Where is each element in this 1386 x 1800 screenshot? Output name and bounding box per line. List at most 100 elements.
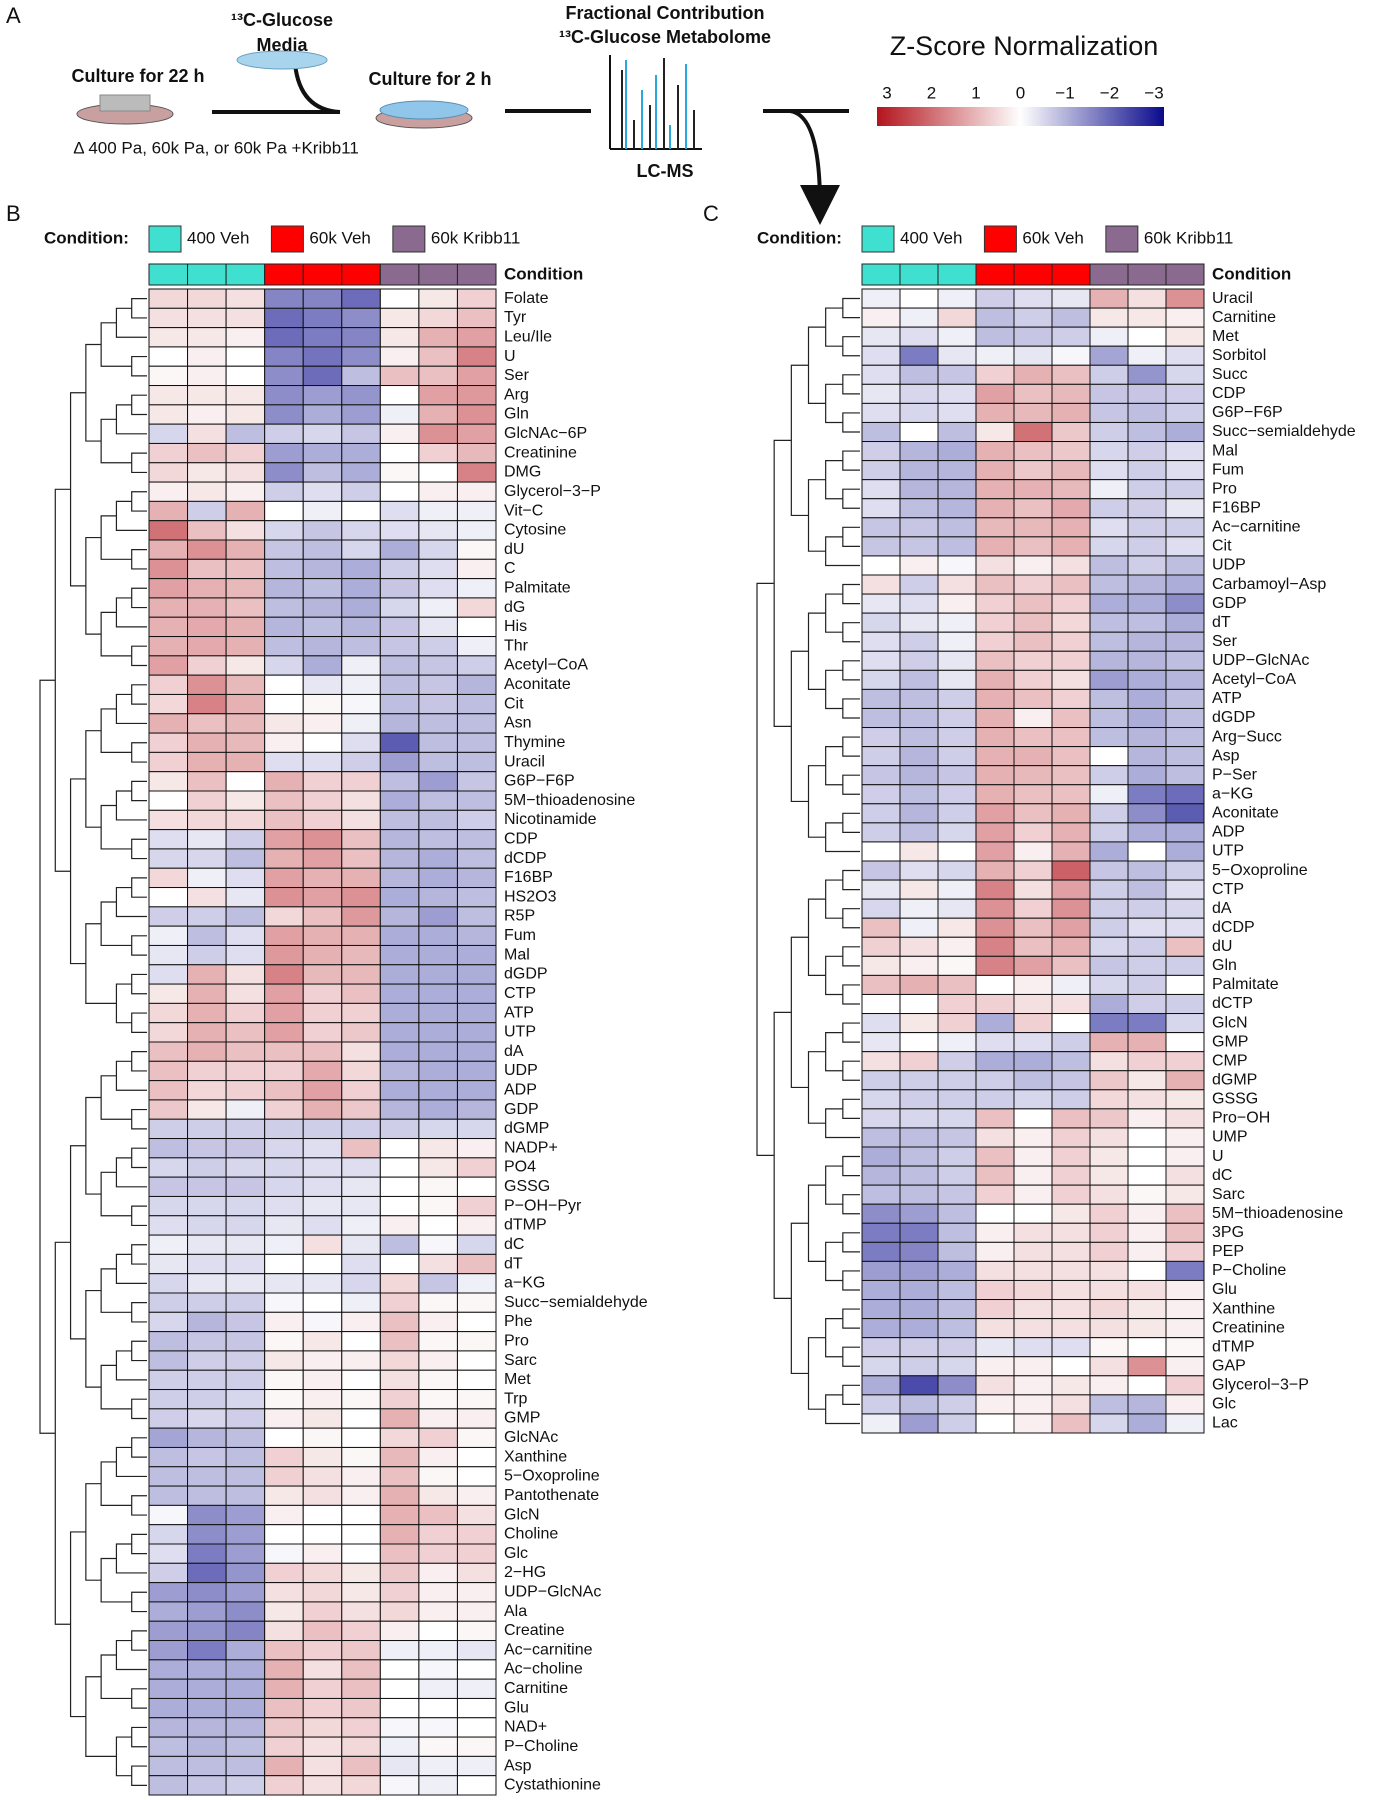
heatmap-cell: [148, 1640, 189, 1661]
row-label: Succ−semialdehyde: [504, 1294, 648, 1311]
heatmap-cell: [861, 326, 901, 347]
dendrogram-branch: [100, 515, 132, 560]
heatmap-cell: [341, 751, 381, 773]
heatmap-cell: [1089, 612, 1129, 633]
dendrogram-branch: [131, 491, 147, 512]
row-label: DMG: [504, 464, 541, 481]
heatmap-cell: [418, 1524, 458, 1545]
heatmap-cell: [1165, 1279, 1205, 1301]
row-label: Glu: [504, 1699, 529, 1716]
heatmap-cell: [899, 860, 939, 881]
step-label: Culture for 22 h: [71, 66, 204, 86]
heatmap-cell: [148, 1697, 189, 1719]
heatmap-cell: [1127, 784, 1167, 805]
heatmap-cell: [379, 636, 420, 657]
heatmap-cell: [341, 385, 381, 406]
heatmap-cell: [937, 841, 977, 862]
heatmap-cell: [148, 1157, 189, 1178]
heatmap-cell: [937, 498, 977, 519]
heatmap-cell: [937, 688, 977, 709]
heatmap-cell: [302, 442, 343, 464]
heatmap-cell: [341, 655, 381, 676]
row-label: Met: [1212, 328, 1239, 345]
heatmap-cell: [975, 402, 1015, 423]
heatmap-cell: [861, 898, 901, 919]
heatmap-cell: [456, 944, 497, 966]
heatmap-cell: [302, 558, 343, 580]
heatmap-cell: [456, 1099, 497, 1120]
heatmap-cell: [264, 1543, 304, 1564]
dendrogram-branch: [842, 869, 860, 891]
heatmap-cell: [148, 1485, 189, 1506]
heatmap-cell: [1089, 765, 1129, 786]
heatmap-cell: [937, 1394, 977, 1415]
dendrogram-branch: [54, 488, 71, 872]
heatmap-cell: [1165, 784, 1205, 805]
heatmap-cell: [379, 1408, 420, 1429]
heatmap-cell: [225, 829, 266, 850]
row-label: Uracil: [504, 753, 545, 770]
heatmap-cell: [456, 578, 497, 599]
dendrogram-branch: [100, 1364, 132, 1410]
heatmap-cell: [975, 727, 1015, 748]
heatmap-cell: [148, 655, 189, 676]
heatmap-cell: [1127, 536, 1167, 557]
heatmap-cell: [264, 1562, 304, 1584]
heatmap-cell: [341, 558, 381, 580]
heatmap-cell: [1127, 993, 1167, 1015]
heatmap-cell: [148, 674, 189, 695]
heatmap-cell: [148, 1234, 189, 1255]
heatmap-cell: [302, 1369, 343, 1391]
heatmap-cell: [379, 1485, 420, 1506]
heatmap-cell: [456, 346, 497, 367]
heatmap-cell: [264, 674, 304, 695]
heatmap-cell: [302, 539, 343, 560]
heatmap-cell: [1127, 1032, 1167, 1053]
heatmap-cell: [1051, 402, 1091, 423]
heatmap-cell: [1013, 288, 1053, 309]
heatmap-cell: [937, 1051, 977, 1072]
row-label: dGDP: [1212, 709, 1256, 726]
heatmap-cell: [418, 307, 458, 329]
dendrogram-branch: [842, 526, 860, 547]
heatmap-cell: [341, 1582, 381, 1603]
dendrogram-branch: [131, 1495, 147, 1516]
method-label: LC-MS: [637, 161, 694, 181]
heatmap-cell: [456, 1427, 497, 1448]
heatmap-cell: [1165, 707, 1205, 729]
heatmap-cell: [1165, 364, 1205, 385]
heatmap-cell: [1013, 1108, 1053, 1129]
heatmap-cell: [148, 1582, 189, 1603]
dendrogram-branch: [131, 1147, 147, 1169]
heatmap-cell: [456, 790, 497, 811]
heatmap-cell: [148, 1215, 189, 1236]
heatmap-cell: [341, 1697, 381, 1719]
heatmap-cell: [187, 1195, 227, 1217]
heatmap-cell: [225, 1659, 266, 1680]
heatmap-cell: [148, 790, 189, 811]
row-label: Ser: [504, 367, 530, 384]
heatmap-cell: [1051, 326, 1091, 347]
heatmap-cell: [1013, 1337, 1053, 1358]
heatmap-cell: [148, 423, 189, 444]
heatmap-cell: [861, 612, 901, 633]
heatmap-cell: [456, 751, 497, 773]
legend-title: Condition:: [757, 228, 842, 247]
dendrogram-branch: [825, 746, 843, 786]
heatmap-cell: [937, 822, 977, 843]
heatmap-cell: [341, 1022, 381, 1043]
media-label: Media: [256, 35, 308, 55]
heatmap-cell: [418, 1678, 458, 1699]
heatmap-cell: [187, 1755, 227, 1777]
dendrogram-branch: [131, 1012, 147, 1033]
heatmap-cell: [225, 809, 266, 831]
heatmap-cell: [1165, 479, 1205, 500]
heatmap-cell: [1013, 631, 1053, 652]
heatmap-cell: [975, 650, 1015, 671]
heatmap-cell: [264, 1446, 304, 1468]
heatmap-cell: [379, 1292, 420, 1313]
heatmap-cell: [1013, 746, 1053, 767]
dendrogram-branch: [825, 955, 843, 996]
dendrogram-branch: [807, 326, 826, 404]
heatmap-cell: [418, 751, 458, 773]
